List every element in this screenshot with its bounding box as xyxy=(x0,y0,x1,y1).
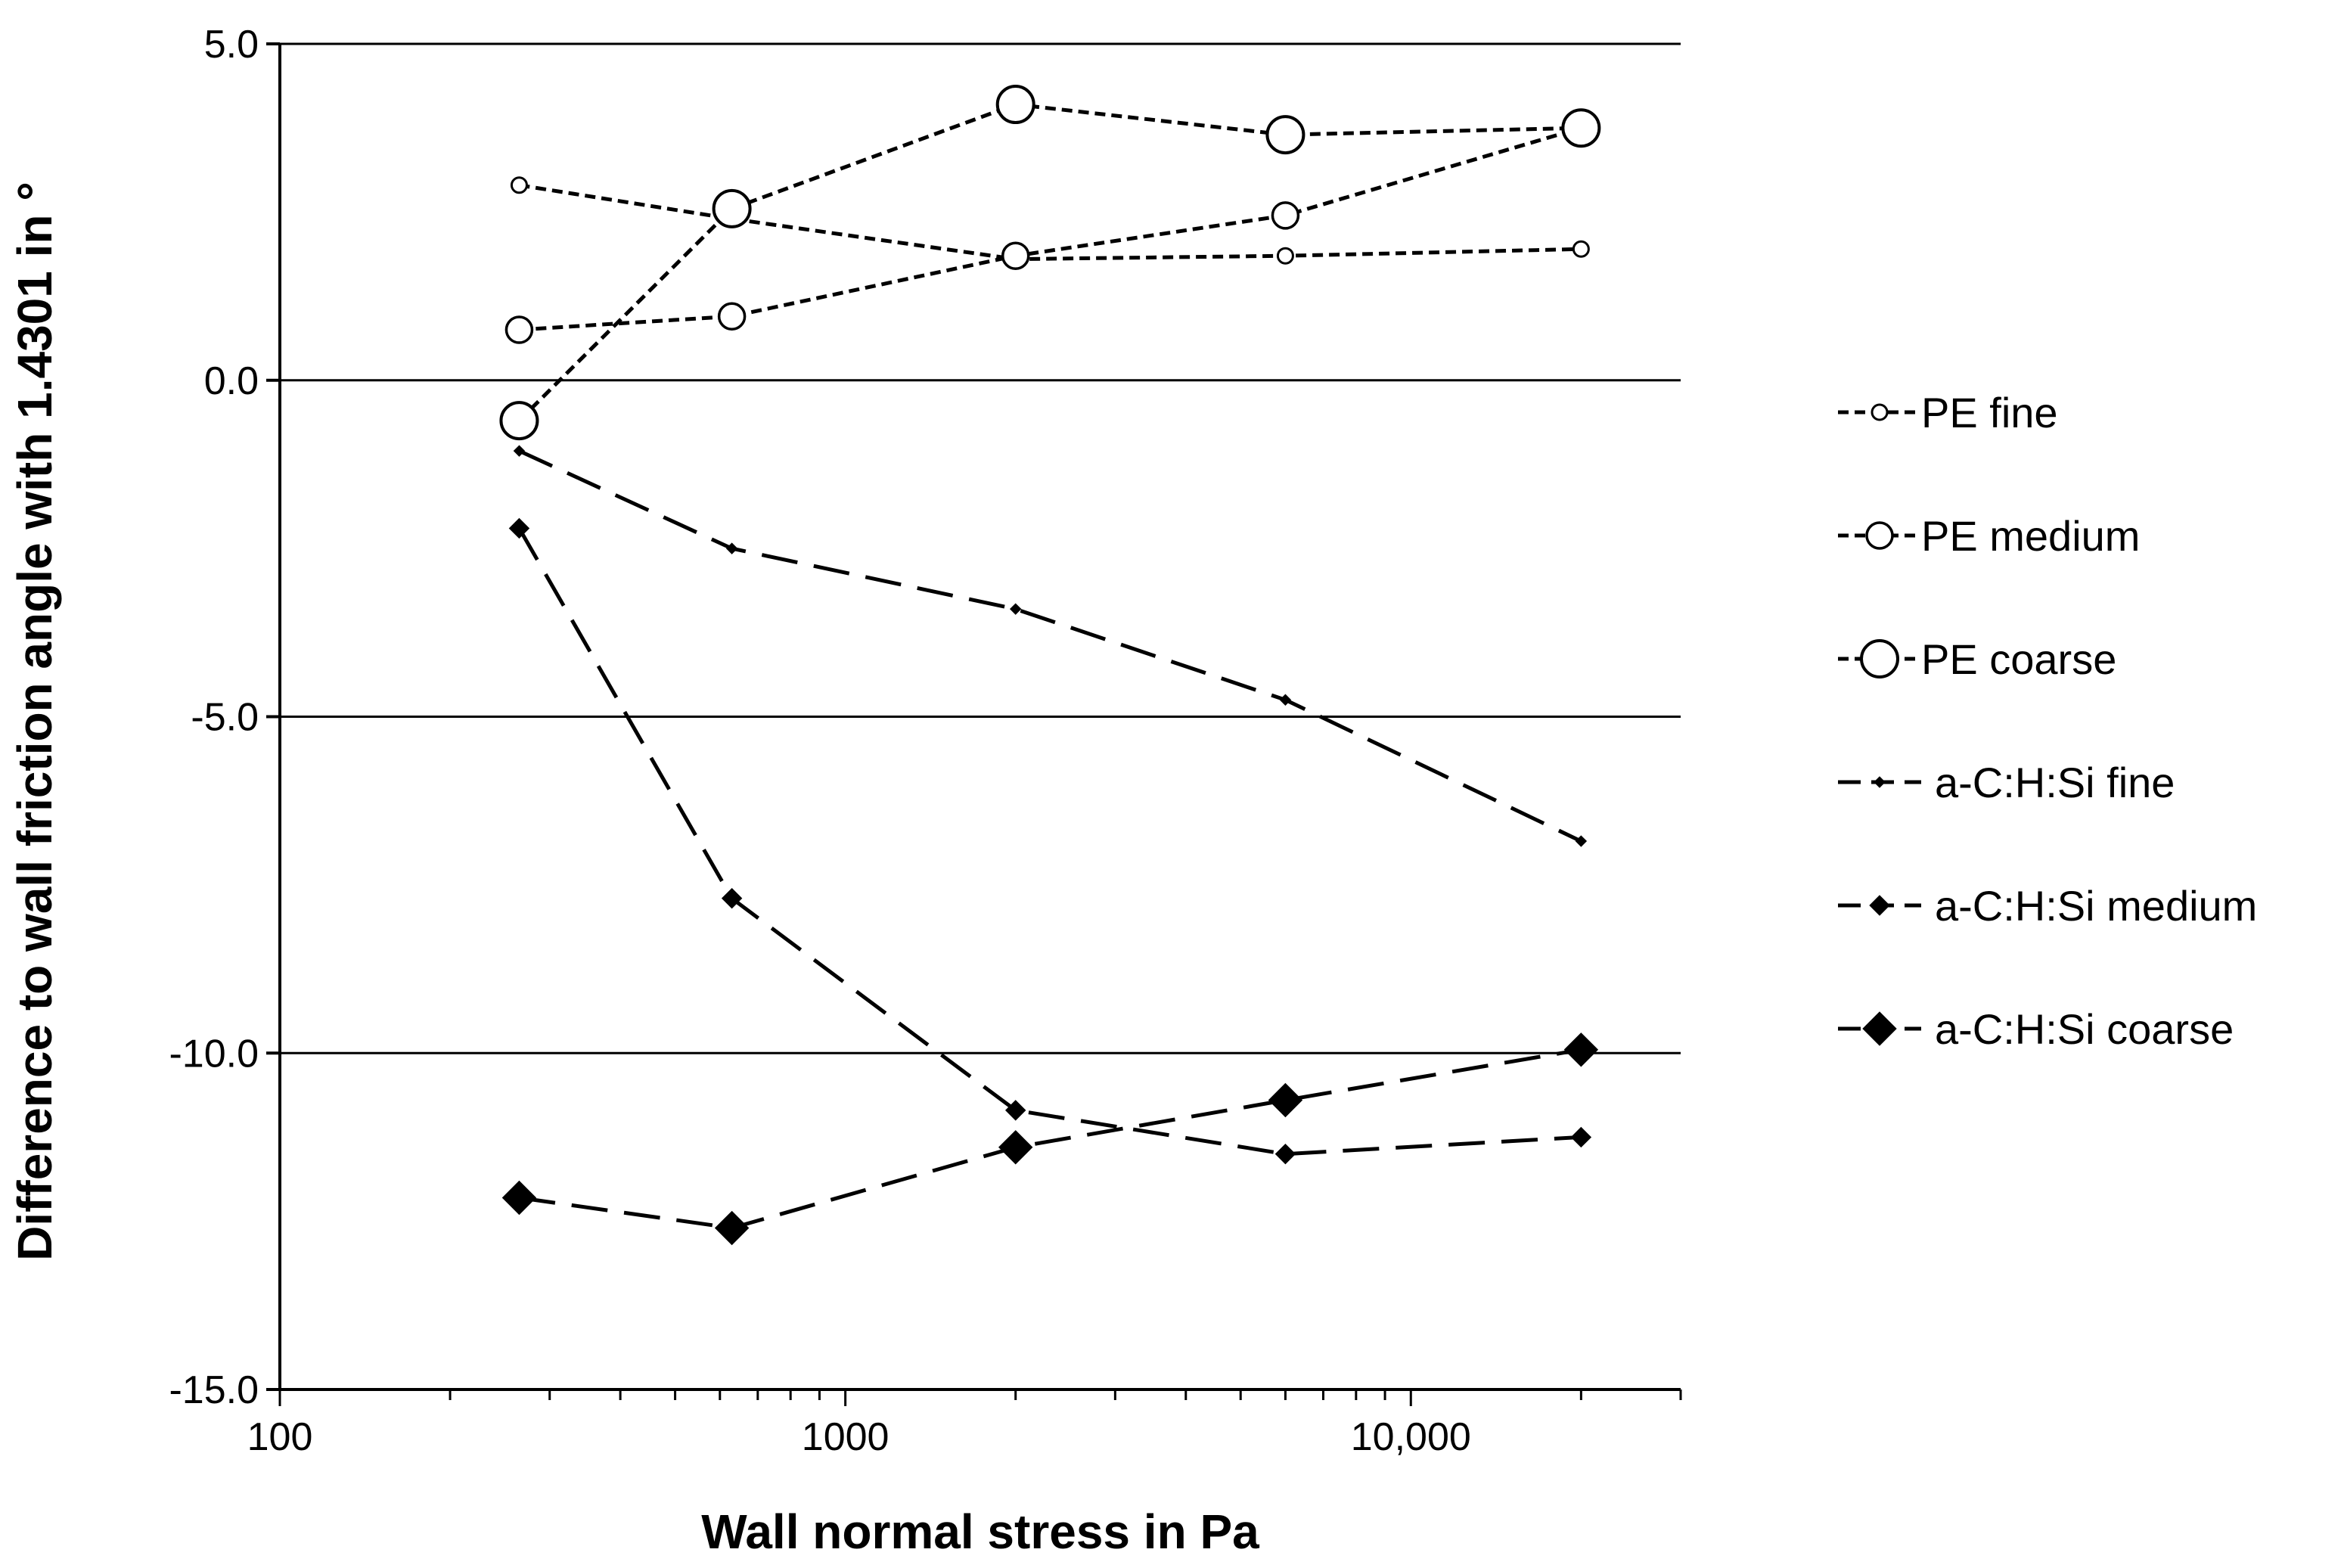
series-line xyxy=(519,126,1582,332)
series-a-c-h-si-fine xyxy=(513,445,1588,847)
x-tick-label: 10,000 xyxy=(1351,1415,1471,1459)
data-point xyxy=(1271,201,1300,230)
series-line xyxy=(517,527,1582,1157)
data-point xyxy=(1009,603,1022,615)
data-point xyxy=(508,517,530,539)
legend-swatch-marker xyxy=(1871,403,1889,421)
legend-label: a-C:H:Si coarse xyxy=(1935,1005,2234,1053)
y-tick-label: 0.0 xyxy=(204,359,259,403)
data-point xyxy=(510,176,528,194)
x-axis-title: Wall normal stress in Pa xyxy=(701,1504,1259,1559)
data-point xyxy=(717,302,747,331)
legend-entry: PE coarse xyxy=(1838,635,2116,683)
series-a-c-h-si-medium xyxy=(508,517,1592,1165)
data-point xyxy=(1570,1126,1592,1148)
legend-swatch-marker xyxy=(1860,639,1899,678)
data-point xyxy=(1004,1100,1026,1121)
legend-entry: a-C:H:Si coarse xyxy=(1838,1005,2234,1053)
data-point xyxy=(513,445,526,457)
data-point xyxy=(1276,247,1294,265)
legend-label: PE coarse xyxy=(1921,635,2116,683)
data-point xyxy=(505,315,534,344)
legend-label: a-C:H:Si fine xyxy=(1935,759,2175,806)
data-point xyxy=(501,1180,537,1216)
y-tick-label: -10.0 xyxy=(169,1032,259,1076)
data-point xyxy=(712,188,752,228)
legend-label: a-C:H:Si medium xyxy=(1935,882,2257,930)
data-point xyxy=(995,85,1035,125)
x-tick-label: 1000 xyxy=(802,1415,889,1459)
legend-entry: a-C:H:Si medium xyxy=(1838,882,2257,930)
data-point xyxy=(714,1210,750,1246)
data-point xyxy=(499,401,539,441)
legend-label: PE fine xyxy=(1921,389,2058,436)
legend-label: PE medium xyxy=(1921,512,2140,560)
legend-swatch-marker xyxy=(1862,1011,1897,1046)
legend-swatch-marker xyxy=(1874,776,1886,788)
data-point xyxy=(998,1130,1033,1165)
data-point xyxy=(1001,241,1030,270)
series-line xyxy=(517,102,1582,422)
legend-entry: PE fine xyxy=(1838,389,2058,436)
data-point xyxy=(1572,240,1590,258)
data-point xyxy=(721,887,743,909)
series-pe-fine xyxy=(510,176,1590,269)
legend: PE fine PE medium PE coarse a-C:H:Si fine a-… xyxy=(1838,389,2257,1053)
gridlines xyxy=(280,42,1681,1054)
series-pe-coarse xyxy=(499,85,1601,441)
legend-swatch-marker xyxy=(1869,895,1890,916)
y-tick-label: -15.0 xyxy=(169,1368,259,1412)
data-point xyxy=(1575,835,1588,847)
y-tick-label: 5.0 xyxy=(204,23,259,67)
series-line xyxy=(519,183,1582,262)
x-tick-label: 100 xyxy=(247,1415,313,1459)
data-point xyxy=(1268,1082,1303,1118)
series-line xyxy=(519,1048,1582,1231)
y-axis-title: Difference to wall friction angle with 1… xyxy=(8,182,62,1261)
data-point xyxy=(1563,1032,1599,1067)
series xyxy=(499,85,1601,1246)
legend-entry: PE medium xyxy=(1838,512,2140,560)
y-tick-label: -5.0 xyxy=(191,696,259,740)
data-point xyxy=(725,542,738,554)
series-pe-medium xyxy=(505,113,1596,344)
data-point xyxy=(1561,108,1601,148)
data-point xyxy=(1279,694,1292,706)
data-point xyxy=(1274,1143,1296,1165)
series-line xyxy=(518,449,1582,843)
series-a-c-h-si-coarse xyxy=(501,1032,1599,1246)
legend-entry: a-C:H:Si fine xyxy=(1838,759,2175,806)
legend-swatch-marker xyxy=(1865,521,1894,550)
data-point xyxy=(1265,115,1305,155)
